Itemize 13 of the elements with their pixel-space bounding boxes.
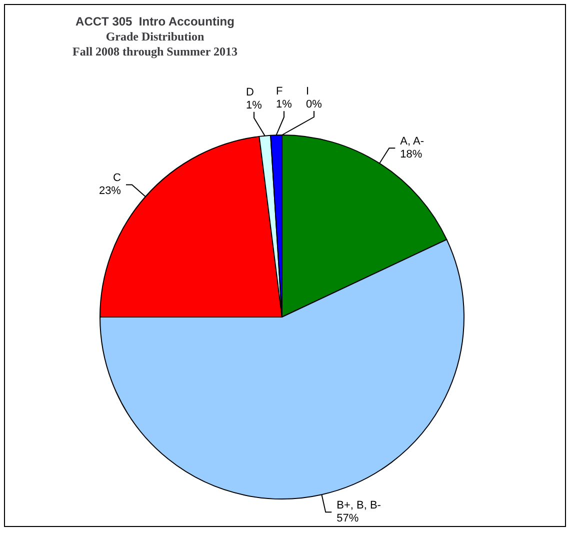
slice-label: B+, B, B- [336, 500, 382, 512]
data-label: 23% [98, 185, 122, 198]
slice-label: F [276, 86, 284, 98]
data-label: 1% [276, 98, 292, 111]
category-label: I [306, 86, 310, 98]
slice-label: D [246, 86, 254, 98]
chart-title: ACCT 305 Intro Accounting Grade Distribution Fall 2008 through Summer 2013 [72, 14, 238, 58]
text: 0% [306, 98, 322, 110]
data-label: 1% [246, 99, 262, 112]
slice-label: A, A- [400, 136, 424, 148]
data-label: 18% [400, 148, 422, 161]
data-label: 57% [336, 512, 359, 525]
slice-label: C [113, 172, 122, 184]
